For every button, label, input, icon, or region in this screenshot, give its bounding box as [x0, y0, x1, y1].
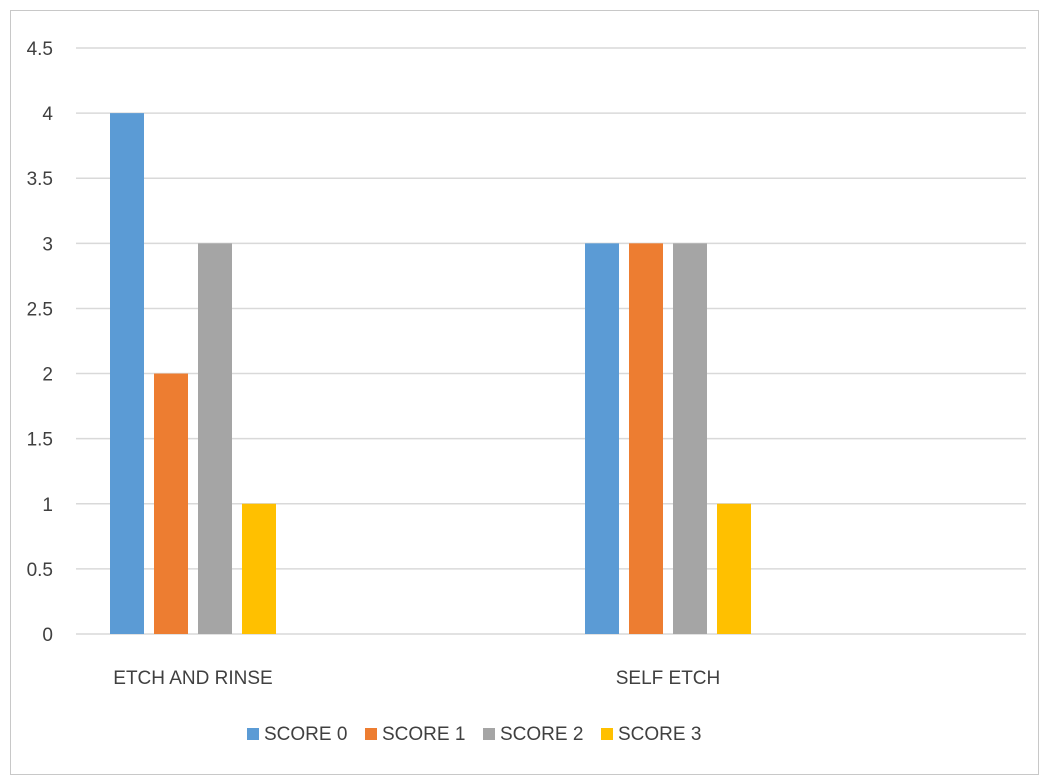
y-tick-label: 3.5: [27, 169, 53, 190]
legend-label: SCORE 0: [264, 724, 347, 745]
gridlines: [76, 47, 1026, 635]
bar-score-0-etch-and-rinse: [110, 113, 144, 635]
bar-score-2-self-etch: [673, 243, 707, 635]
x-axis-categories: ETCH AND RINSE SELF ETCH: [113, 668, 720, 689]
y-tick-label: 1: [42, 495, 53, 516]
bar-score-3-etch-and-rinse: [242, 503, 276, 634]
bar-chart: 0 0.5 1 1.5 2 2.5 3 3.5 4 4.5 ETCH AND RINSE SELF …: [27, 39, 1026, 745]
bar-score-2-etch-and-rinse: [198, 243, 232, 635]
legend-swatch: [365, 728, 377, 740]
y-tick-label: 2.5: [27, 299, 53, 320]
legend-label: SCORE 2: [500, 724, 583, 745]
y-tick-label: 2: [42, 365, 53, 386]
y-tick-label: 0: [42, 625, 53, 646]
y-tick-label: 1.5: [27, 430, 53, 451]
chart-frame: 0 0.5 1 1.5 2 2.5 3 3.5 4 4.5 ETCH AND RINSE SELF …: [10, 10, 1039, 775]
y-tick-label: 0.5: [27, 560, 53, 581]
legend-swatch: [601, 728, 613, 740]
bar-score-0-self-etch: [585, 243, 619, 635]
x-category-label: ETCH AND RINSE: [113, 668, 272, 689]
y-tick-label: 4: [42, 104, 53, 125]
x-category-label: SELF ETCH: [616, 668, 721, 689]
legend-label: SCORE 3: [618, 724, 701, 745]
y-tick-label: 3: [42, 234, 53, 255]
bar-score-1-etch-and-rinse: [154, 373, 188, 634]
y-tick-label: 4.5: [27, 39, 53, 60]
legend-swatch: [247, 728, 259, 740]
bars: [110, 113, 751, 635]
legend-label: SCORE 1: [382, 724, 465, 745]
legend: SCORE 0 SCORE 1 SCORE 2 SCORE 3: [247, 724, 701, 745]
y-axis-ticks: 0 0.5 1 1.5 2 2.5 3 3.5 4 4.5: [27, 39, 54, 646]
legend-swatch: [483, 728, 495, 740]
bar-score-1-self-etch: [629, 243, 663, 635]
bar-score-3-self-etch: [717, 503, 751, 634]
